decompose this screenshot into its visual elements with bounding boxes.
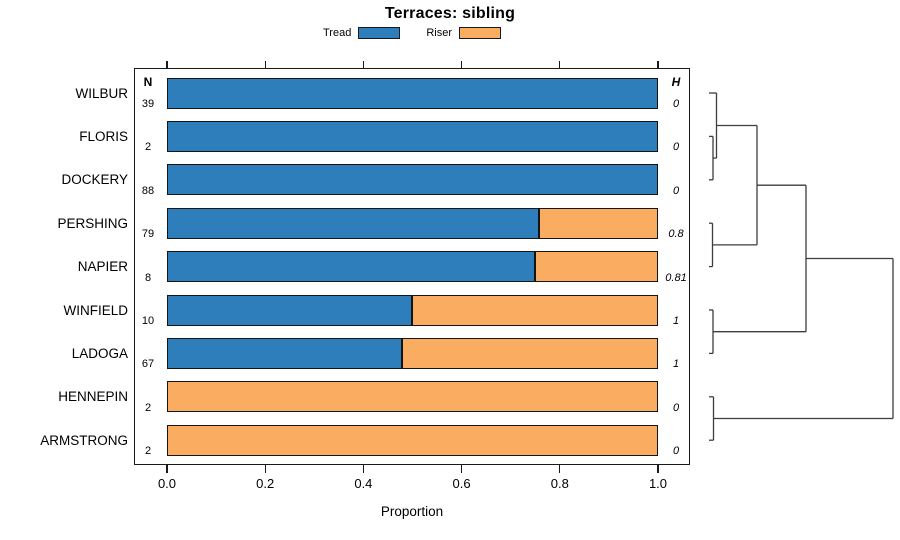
legend-swatch-tread — [358, 27, 401, 39]
h-value: 0.81 — [665, 271, 687, 284]
h-value: 0 — [672, 141, 680, 154]
h-value: 0 — [672, 184, 680, 197]
n-value: 10 — [141, 315, 155, 327]
n-value: 88 — [141, 184, 155, 197]
bar-segment-riser — [402, 337, 658, 369]
category-label: HENNEPIN — [58, 389, 128, 405]
x-axis-tick-top — [657, 60, 659, 68]
legend-label-tread: Tread — [323, 27, 352, 39]
x-axis-tick-label: 0.2 — [256, 476, 275, 491]
bar-segment-tread — [167, 294, 412, 326]
x-axis-tick-top — [559, 60, 561, 68]
h-column-header: H — [671, 75, 681, 89]
x-axis-tick-top — [461, 60, 463, 68]
x-axis-tick-label: 0.6 — [452, 476, 471, 491]
bar-segment-tread — [167, 207, 539, 239]
category-label: DOCKERY — [61, 172, 128, 188]
stacked-bar — [167, 337, 658, 369]
bar-segment-tread — [167, 251, 535, 283]
x-axis-tick-top — [362, 60, 365, 68]
legend-label-riser: Riser — [426, 27, 452, 39]
bar-segment-riser — [167, 381, 658, 413]
category-label: NAPIER — [77, 259, 128, 275]
n-value: 39 — [141, 98, 155, 110]
category-label: PERSHING — [57, 215, 128, 231]
x-axis-tick-top — [166, 60, 168, 68]
x-axis-tick-bottom — [166, 465, 168, 473]
bar-segment-tread — [167, 164, 658, 196]
category-label: WINFIELD — [63, 302, 128, 318]
legend: Tread Riser — [134, 25, 690, 41]
stacked-bar — [167, 381, 658, 413]
bar-segment-riser — [539, 207, 658, 239]
bar-segment-tread — [167, 77, 658, 109]
category-label: WILBUR — [75, 85, 128, 101]
n-value: 2 — [144, 445, 152, 458]
x-axis-title: Proportion — [380, 504, 444, 519]
stacked-bar — [167, 207, 658, 239]
h-value: 0 — [672, 445, 680, 458]
bar-segment-riser — [167, 424, 658, 456]
h-value: 0.8 — [668, 228, 684, 241]
x-axis-tick-bottom — [362, 465, 365, 473]
category-label: FLORIS — [79, 128, 128, 144]
bar-segment-tread — [167, 337, 402, 369]
n-value: 67 — [141, 358, 155, 371]
x-axis-tick-label: 0.8 — [550, 476, 569, 491]
bar-segment-riser — [535, 251, 658, 283]
stacked-bar — [167, 164, 658, 196]
x-axis-tick-bottom — [559, 465, 561, 473]
x-axis-tick-bottom — [657, 465, 659, 473]
category-label: ARMSTRONG — [40, 432, 128, 448]
h-value: 0 — [672, 401, 680, 414]
x-axis-tick-label: 0.4 — [354, 476, 373, 491]
x-axis-tick-top — [264, 60, 266, 68]
stacked-bar — [167, 251, 658, 283]
n-column-header: N — [143, 75, 153, 89]
category-label: LADOGA — [71, 345, 128, 361]
stacked-bar — [167, 120, 658, 152]
h-value: 0 — [672, 98, 680, 110]
n-value: 79 — [141, 228, 155, 241]
x-axis-tick-label: 1.0 — [648, 476, 668, 491]
stacked-bar — [167, 424, 658, 456]
x-axis-tick-label: 0.0 — [157, 476, 177, 491]
bar-segment-riser — [412, 294, 658, 326]
x-axis-tick-bottom — [264, 465, 266, 473]
h-value: 1 — [672, 315, 680, 327]
stacked-bar — [167, 77, 658, 109]
n-value: 2 — [144, 141, 152, 154]
bar-segment-tread — [167, 120, 658, 152]
chart-title: Terraces: sibling — [384, 5, 516, 22]
x-axis-tick-bottom — [461, 465, 463, 473]
stacked-bar — [167, 294, 658, 326]
legend-swatch-riser — [459, 27, 501, 39]
n-value: 2 — [144, 401, 152, 414]
plot-frame — [134, 68, 690, 465]
n-value: 8 — [144, 271, 152, 284]
h-value: 1 — [672, 358, 680, 371]
